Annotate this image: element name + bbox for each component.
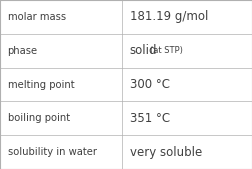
Text: 351 °C: 351 °C [130, 112, 170, 125]
Text: melting point: melting point [8, 79, 74, 90]
Text: 300 °C: 300 °C [130, 78, 170, 91]
Text: solid: solid [130, 44, 157, 57]
Text: 181.19 g/mol: 181.19 g/mol [130, 10, 208, 23]
Text: boiling point: boiling point [8, 113, 70, 123]
Text: solubility in water: solubility in water [8, 147, 97, 157]
Text: molar mass: molar mass [8, 12, 66, 22]
Text: (at STP): (at STP) [150, 46, 183, 55]
Text: phase: phase [8, 46, 38, 56]
Text: very soluble: very soluble [130, 146, 202, 159]
